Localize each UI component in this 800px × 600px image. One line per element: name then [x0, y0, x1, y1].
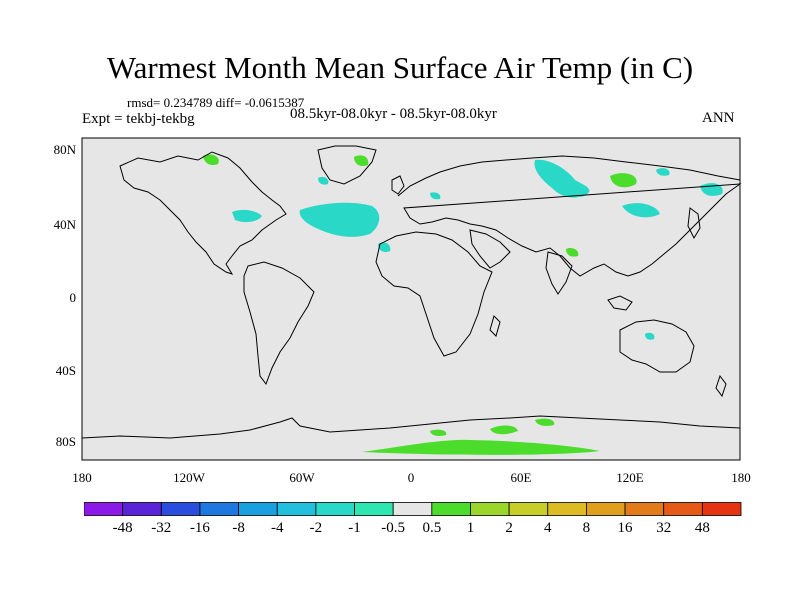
anomaly-patch — [378, 242, 391, 253]
colorbar-label: 4 — [544, 520, 552, 536]
colorbar-swatch — [586, 502, 626, 516]
colorbar-label: 16 — [617, 520, 633, 536]
colorbar-swatch — [547, 502, 587, 516]
colorbar-swatch — [83, 502, 124, 516]
madagascar-coast — [489, 315, 501, 337]
colorbar-label: -32 — [151, 520, 172, 536]
lon-tick-label: 60E — [510, 470, 532, 485]
colorbar-swatch — [624, 502, 665, 516]
greenland-coast — [317, 145, 377, 185]
lon-tick-label: 60W — [289, 470, 315, 485]
anomaly-patch — [610, 173, 637, 188]
anomaly-patch — [203, 154, 219, 166]
anomaly-patch — [656, 168, 670, 176]
north-america-coast — [119, 151, 287, 275]
colorbar-swatch — [199, 502, 239, 516]
lat-tick-label: 40S — [55, 363, 76, 378]
lon-tick-label: 180 — [731, 470, 751, 485]
lon-tick-label: 120E — [616, 470, 644, 485]
lat-tick-label: 0 — [69, 290, 77, 305]
anomaly-patch — [318, 176, 329, 185]
colorbar-label: -16 — [189, 520, 210, 536]
colorbar-swatch — [663, 502, 703, 516]
anomaly-patch — [566, 247, 579, 257]
colorbar-svg — [83, 502, 742, 516]
lat-tick-label: 80S — [55, 434, 76, 449]
colorbar-swatch — [508, 502, 549, 516]
anomaly-patch — [299, 202, 380, 237]
colorbar-label: -1 — [348, 520, 361, 536]
colorbar-label: 0.5 — [422, 520, 442, 536]
colorbar-swatch — [392, 502, 433, 516]
stats-text: rmsd= 0.234789 diff= -0.0615387 — [127, 95, 305, 110]
anomaly-patch — [354, 155, 369, 167]
colorbar-swatch — [238, 502, 278, 516]
colorbar-label: 32 — [656, 520, 672, 536]
anomaly-patch — [490, 425, 518, 435]
lon-tick-label: 120W — [173, 470, 205, 485]
coastlines — [81, 145, 742, 439]
south-america-coast — [243, 261, 315, 386]
colorbar — [83, 502, 742, 516]
eurasia-coast — [397, 155, 742, 277]
plot-title: Warmest Month Mean Surface Air Temp (in … — [106, 50, 694, 85]
anomaly-patches — [203, 154, 723, 455]
anomaly-patch — [232, 209, 262, 223]
map-background — [81, 137, 741, 461]
colorbar-label: -2 — [309, 520, 323, 536]
colorbar-swatch — [160, 502, 201, 516]
colorbar-label: -0.5 — [381, 520, 406, 536]
colorbar-swatch — [470, 502, 510, 516]
uk-coast — [391, 175, 405, 195]
colorbar-label: 8 — [582, 520, 591, 536]
indonesia-coast — [607, 295, 633, 311]
colorbar-swatch — [354, 502, 394, 516]
anomaly-patch — [622, 203, 660, 218]
season-label: ANN — [702, 110, 735, 126]
lon-tick-label: 0 — [407, 470, 415, 485]
arabia-coast — [469, 229, 511, 269]
period-label: 08.5kyr-08.0kyr - 08.5kyr-08.0kyr — [290, 106, 497, 122]
colorbar-label: -4 — [270, 520, 284, 536]
anomaly-patch — [535, 418, 555, 426]
lat-tick-label: 80N — [53, 142, 76, 157]
anomaly-patch — [645, 332, 655, 340]
colorbar-swatch — [122, 502, 162, 516]
colorbar-swatch — [276, 502, 317, 516]
lon-tick-label: 180 — [72, 470, 92, 485]
anomaly-patch — [430, 192, 441, 200]
anomaly-patch — [430, 429, 447, 436]
anomaly-patch — [362, 439, 600, 455]
india-coast — [545, 251, 573, 295]
colorbar-label: 48 — [694, 520, 710, 536]
colorbar-label: 2 — [505, 520, 513, 536]
colorbar-swatch — [315, 502, 355, 516]
colorbar-swatch — [431, 502, 471, 516]
experiment-label: Expt = tekbj-tekbg — [82, 111, 195, 127]
anomaly-patch — [534, 159, 590, 198]
antarctica-coast — [81, 415, 741, 439]
colorbar-label: -48 — [112, 520, 133, 536]
lat-tick-label: 40N — [53, 217, 76, 232]
new-zealand-coast — [715, 374, 727, 398]
japan-coast — [687, 207, 701, 240]
africa-coast — [375, 231, 493, 357]
colorbar-label: 1 — [466, 520, 475, 536]
australia-coast — [619, 319, 695, 373]
colorbar-swatch — [701, 502, 742, 516]
colorbar-label: -8 — [232, 520, 245, 536]
